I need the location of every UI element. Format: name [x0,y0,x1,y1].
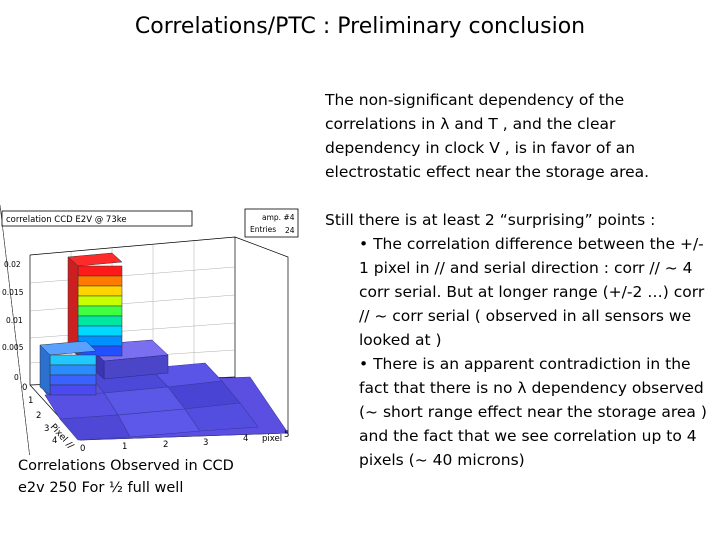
stats-value: 24 [285,226,295,235]
conclusion-paragraph: The non-significant dependency of the co… [325,91,650,181]
x-tick-label: 0 [80,444,85,454]
surprising-points-intro: Still there is at least 2 “surprising” p… [325,211,656,229]
z-tick-label: 0 [14,373,19,382]
tall-bar [67,252,123,357]
y-tick-label: 0 [22,383,27,393]
plot-title-box [1,210,193,227]
slide-title: Correlations/PTC : Preliminary conclusio… [134,14,586,39]
y-tick-label: 2 [36,411,41,421]
plot-title: correlation CCD E2V @ 73ke [6,215,127,225]
x-tick-label: 1 [122,442,127,452]
z-ticks: 0.02 0.015 0.01 0.005 0 [2,260,24,382]
x-tick-label: 3 [203,438,208,448]
figure-caption: Correlations Observed in CCD e2v 250 For… [18,458,234,496]
bullet-item-2: • There is an apparent contradiction in … [359,355,707,469]
stats-label-2: Entries [250,225,276,234]
x-ticks: 0 1 2 3 4 5 [80,430,289,454]
z-tick-label: 0.02 [4,260,21,269]
x-tick-label: 2 [163,440,168,450]
lego-plot: correlation CCD E2V @ 73ke amp. #4 Entri… [0,205,300,455]
stats-box [244,208,299,238]
y-tick-label: 1 [28,396,33,406]
y-ticks: 0 1 2 3 4 [22,383,57,446]
x-tick-label: 5 [284,430,289,440]
z-tick-label: 0.01 [6,316,23,325]
stats-label-1: amp. #4 [262,213,295,222]
front-block [0,205,97,455]
y-tick-label: 3 [44,424,49,434]
bullet-item-1: • The correlation difference between the… [359,235,705,349]
z-tick-label: 0.015 [2,288,24,297]
y-tick-label: 4 [52,436,57,446]
lego-plot-svg: correlation CCD E2V @ 73ke amp. #4 Entri… [0,205,299,455]
x-tick-label: 4 [243,434,248,444]
surprising-points: Still there is at least 2 “surprising” p… [325,208,715,472]
z-tick-label: 0.005 [2,343,24,352]
x-axis-label: pixel [262,434,282,444]
